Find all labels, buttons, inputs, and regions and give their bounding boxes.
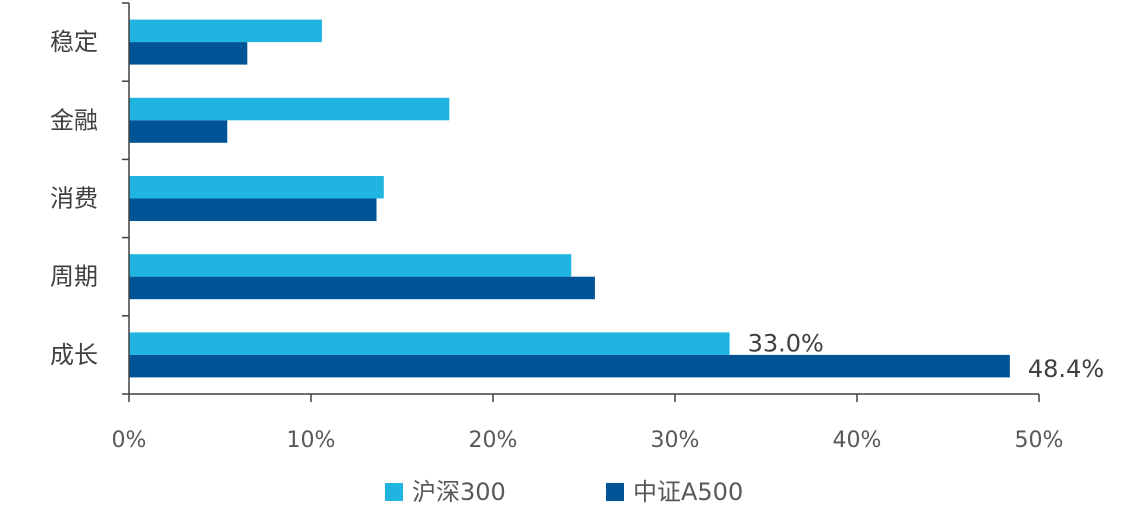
x-tick-label: 0% bbox=[112, 428, 147, 453]
bar-series1-3 bbox=[129, 254, 572, 277]
legend: 沪深300 中证A500 bbox=[385, 478, 743, 506]
legend-swatch-1 bbox=[385, 483, 403, 501]
x-tick-labels: 0% 10% 20% 30% 40% 50% bbox=[112, 428, 1064, 453]
data-labels: 33.0% 48.4% bbox=[748, 330, 1105, 384]
data-label: 33.0% bbox=[748, 330, 824, 358]
legend-label-1: 沪深300 bbox=[412, 478, 506, 506]
category-label: 消费 bbox=[50, 185, 98, 213]
axes-group bbox=[122, 2, 1040, 402]
bar-series2-3 bbox=[129, 276, 595, 300]
bar-series1-4 bbox=[129, 332, 730, 355]
x-tick-label: 40% bbox=[833, 428, 882, 453]
bar-series1-2 bbox=[129, 176, 384, 199]
x-tick-label: 20% bbox=[469, 428, 518, 453]
category-label: 金融 bbox=[50, 106, 98, 134]
category-label: 周期 bbox=[50, 263, 98, 291]
bar-series2-1 bbox=[129, 120, 228, 143]
bar-series2-2 bbox=[129, 198, 377, 221]
bars-group bbox=[129, 19, 1010, 378]
legend-swatch-2 bbox=[606, 483, 624, 501]
x-tick-label: 10% bbox=[287, 428, 336, 453]
category-label: 成长 bbox=[50, 341, 98, 369]
data-label: 48.4% bbox=[1028, 355, 1104, 383]
category-label: 稳定 bbox=[50, 28, 98, 56]
bar-series2-4 bbox=[129, 354, 1010, 378]
x-tick-label: 30% bbox=[651, 428, 700, 453]
legend-label-2: 中证A500 bbox=[633, 478, 743, 506]
bar-series1-1 bbox=[129, 97, 450, 121]
bar-series2-0 bbox=[129, 42, 248, 65]
x-tick-label: 50% bbox=[1015, 428, 1064, 453]
bar-series1-0 bbox=[129, 19, 322, 43]
